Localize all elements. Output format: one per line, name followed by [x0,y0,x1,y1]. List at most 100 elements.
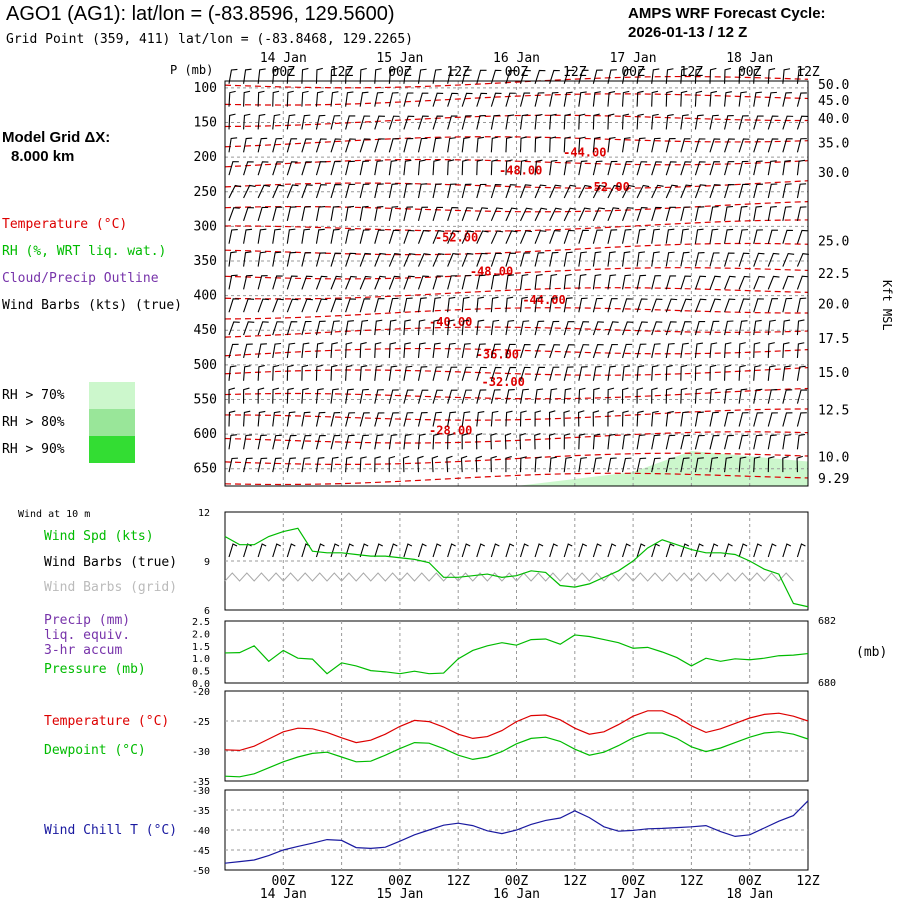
wind-barb [330,138,342,153]
wind-barb [359,319,369,336]
chill-tick-label: -50 [192,866,210,877]
wind-barb [243,90,251,107]
wind-barb [724,91,732,107]
wind-barb [272,228,281,244]
wind-barb [476,296,485,313]
wind-barb [621,365,631,381]
wind-barb [607,274,617,290]
wind-barb [680,161,692,176]
wind-barb [738,115,749,130]
wind-barb [359,183,370,199]
wind-barb [461,319,470,336]
wind-barb [680,387,688,404]
wind-barb [228,137,238,153]
wind-barb [549,297,558,313]
wind-barb [621,90,630,107]
wind-barb [257,457,268,473]
wind-barb [272,138,283,153]
wind-barb [680,251,690,267]
wind-barb [345,160,355,176]
precip-label-1: Precip (mm) [44,613,131,628]
wind-barb [607,387,615,404]
wind-barb [738,138,750,153]
wind-barb [796,229,808,244]
wind-barb [767,183,778,199]
wind-barb [315,342,324,358]
wind-barb [724,275,736,290]
wind-barb [228,457,239,473]
wind-barb [286,90,294,107]
pressure-tick-label: 350 [194,254,217,269]
wind-barb [374,412,385,427]
wind-barb [417,115,429,130]
wind-barb [563,113,571,130]
wind-barb [549,229,561,244]
isotherm-label: -32.00 [482,375,525,389]
wind-barb [796,206,807,221]
isotherm-line [224,287,809,300]
wind10-tick-label: 6 [204,606,210,617]
wind-barb [796,319,805,336]
wind-barb [476,183,487,199]
wind10-barbs [228,543,806,558]
wind-barb [621,137,631,153]
wind-barb [636,228,646,244]
wind-barb [753,319,762,336]
wind-barb [563,160,573,176]
legend-wind-barbs: Wind Barbs (kts) (true) [2,298,183,313]
isotherm-line [224,472,809,486]
wind-barb [461,230,474,244]
wind-barb [549,388,558,404]
wind-chill-label: Wind Chill T (°C) [44,823,178,838]
wind-barb [345,115,356,130]
wind-barb [432,411,442,427]
wind10-barb [461,543,471,558]
wind-barb [417,412,428,427]
wind-barb [315,411,326,427]
wind10-barb [694,543,704,558]
wind-barb [767,205,777,221]
wind-barb [490,230,504,244]
wind-barb [767,138,779,153]
wind-barb [636,387,644,404]
wind-barb [767,412,778,427]
wind-barb [753,275,766,290]
wind-barb [243,113,251,130]
wind-barb [345,298,357,313]
wind-barb [475,433,483,450]
wind-barb [432,319,440,336]
wind-barb [315,388,324,404]
top-day-label: 18 Jan [726,51,773,66]
dewpoint-line [224,731,809,778]
wind-barb [709,138,721,153]
height-tick-label: 17.5 [818,332,849,347]
wind-barb [490,136,499,153]
isotherm-line [224,114,809,128]
wind-barb [432,366,443,381]
wind-barb [709,342,718,358]
wind-barb [753,91,762,107]
wind-barb [651,137,661,153]
wind-barb [724,342,732,358]
wind-barb [738,412,749,427]
wind-barb [680,434,691,450]
wind-barb [476,411,485,427]
wind-barb [519,252,531,267]
wind10-barb [330,543,340,558]
wind-barb [563,229,575,244]
wind-barb [549,136,557,153]
wind-barb [388,365,398,381]
wind-barb [709,161,720,176]
wind-barb [694,434,705,450]
wind-barb [548,433,556,450]
wind-barb [432,433,440,450]
wind-barb [607,136,616,153]
wind-barb [665,275,677,290]
wind-barb [753,160,763,176]
wind-barb [709,184,721,199]
wind10-barb [636,543,646,558]
wind-barb [476,252,488,267]
wind-barb [476,136,485,153]
wind-barb [782,183,792,199]
wind-barb [403,138,414,153]
